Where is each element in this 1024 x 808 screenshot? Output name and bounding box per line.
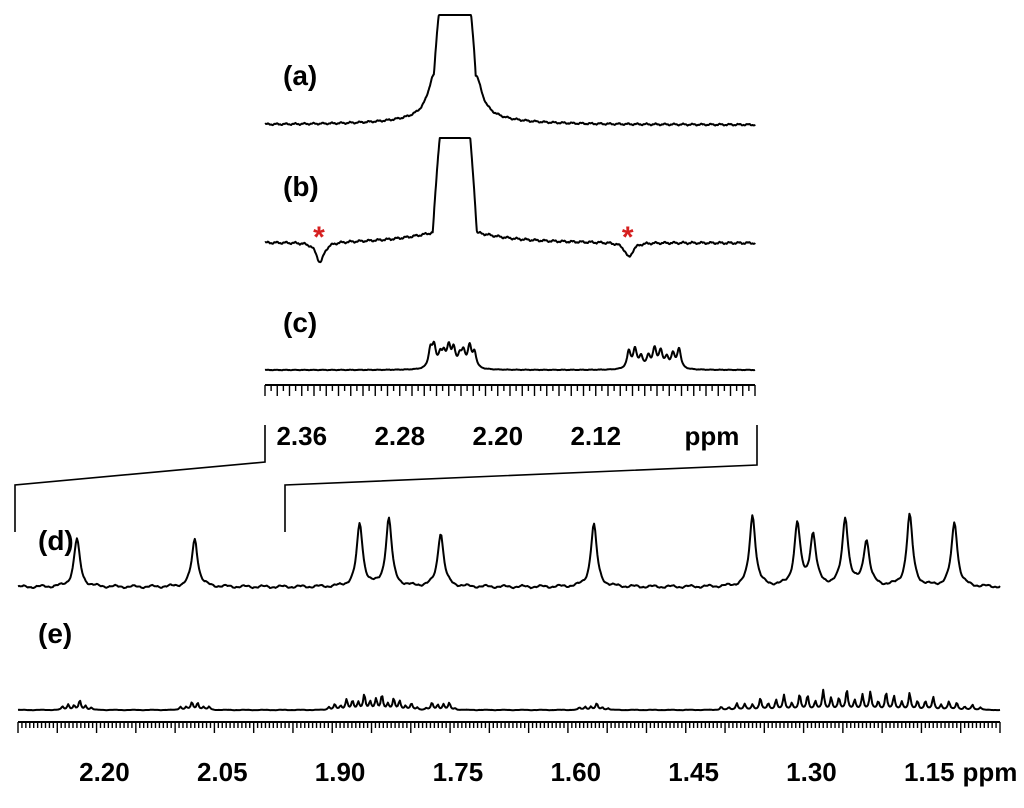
artifact-marker: * — [622, 221, 634, 254]
tick-label: 2.36 — [276, 421, 327, 451]
trace-b — [264, 137, 756, 264]
panel-label: (c) — [283, 307, 317, 338]
bottom-axis: 2.20 2.05 1.90 1.75 1.60 1.45 1.30 1.15 ppm — [17, 721, 1018, 787]
tick-label: 1.45 — [668, 757, 719, 787]
zoom-line-left — [14, 425, 266, 532]
panel-label: (a) — [283, 60, 317, 91]
panel-label: (e) — [38, 618, 72, 649]
x-axis-unit: ppm — [963, 757, 1018, 787]
tick-label: 2.20 — [472, 421, 523, 451]
tick-label: 2.28 — [374, 421, 425, 451]
panels: (a) (b) * * (c) (d) (e) — [17, 14, 1001, 712]
tick-label: 2.05 — [197, 757, 248, 787]
tick-label: 2.12 — [570, 421, 621, 451]
panel-label: (b) — [283, 171, 319, 202]
x-axis-unit: ppm — [685, 421, 740, 451]
zoom-connector-lines — [14, 425, 758, 532]
tick-label: 2.20 — [79, 757, 130, 787]
top-axis: 2.36 2.28 2.20 2.12 ppm — [264, 384, 756, 451]
zoom-line-right — [284, 425, 758, 532]
panel-label: (d) — [38, 525, 74, 556]
trace-e — [17, 688, 1001, 712]
trace-d — [17, 512, 1001, 590]
tick-label: 1.60 — [550, 757, 601, 787]
tick-label: 1.75 — [433, 757, 484, 787]
tick-label: 1.15 — [904, 757, 955, 787]
trace-c — [264, 340, 756, 372]
trace-a — [264, 14, 756, 127]
tick-label: 1.90 — [315, 757, 366, 787]
artifact-marker: * — [313, 221, 325, 254]
tick-label: 1.30 — [786, 757, 837, 787]
